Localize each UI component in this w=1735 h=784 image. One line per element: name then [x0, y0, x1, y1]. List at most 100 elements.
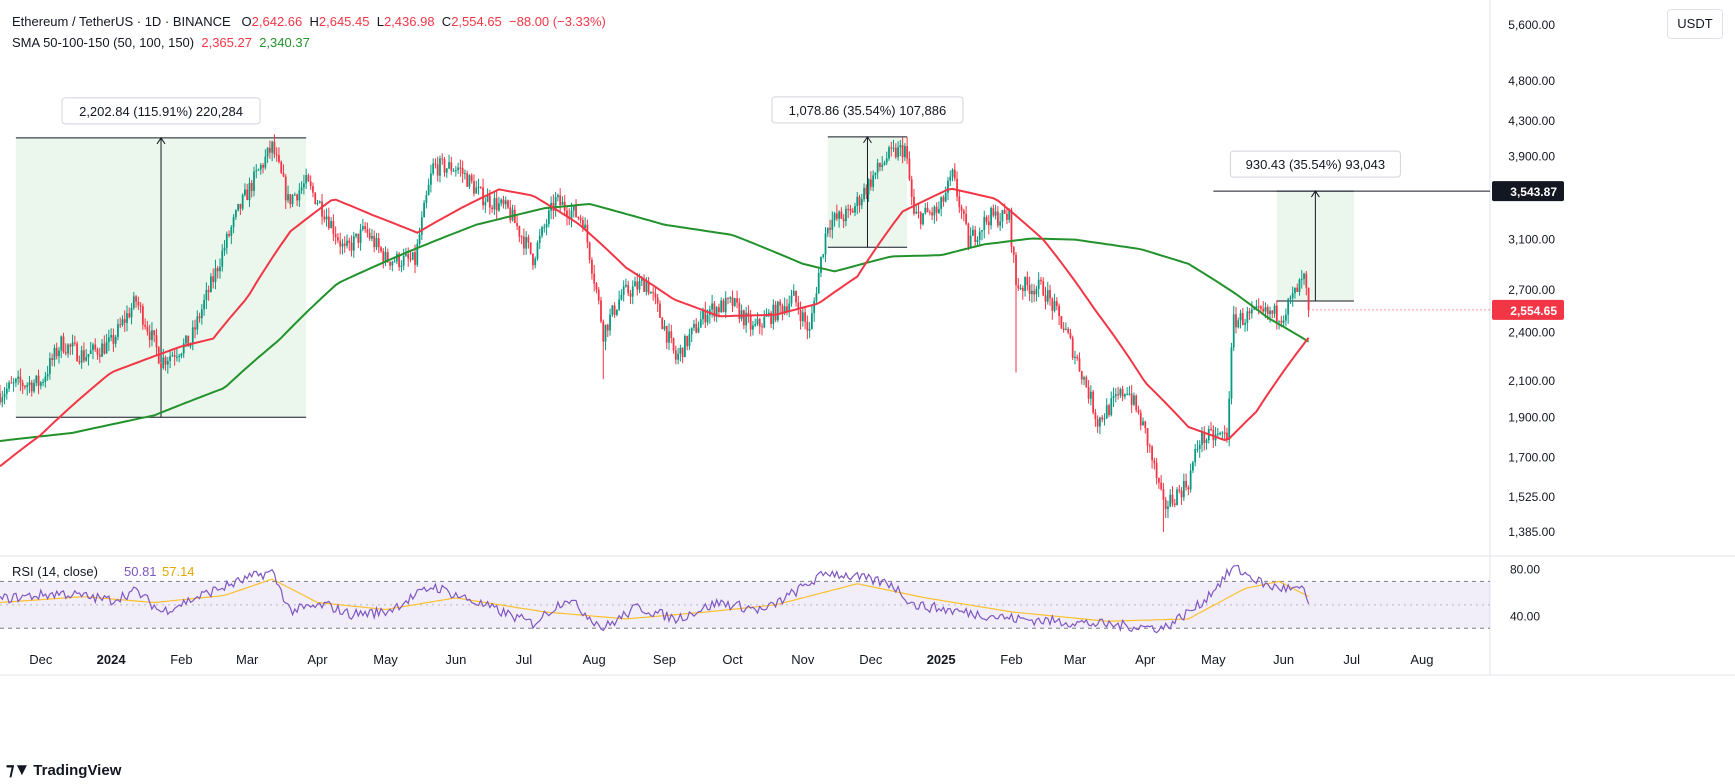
sma-legend[interactable]: SMA 50-100-150 (50, 100, 150) 2,365.27 2… — [12, 35, 310, 50]
time-tick-label: Jul — [1343, 652, 1360, 667]
candle-body — [749, 316, 752, 330]
candle-body — [1216, 433, 1219, 435]
candle-body — [776, 301, 779, 321]
candle-body — [928, 212, 931, 214]
candle-body — [89, 350, 92, 354]
time-tick-label: Mar — [236, 652, 259, 667]
candle-body — [761, 326, 763, 328]
candle-body — [1271, 310, 1274, 314]
candle-body — [899, 145, 902, 148]
time-tick-label: Aug — [583, 652, 606, 667]
candle-body — [39, 382, 42, 386]
candle-body — [527, 237, 530, 243]
candle-body — [475, 187, 478, 194]
measure-arrow-head-2 — [863, 135, 872, 144]
candle-body — [37, 375, 40, 386]
candle-body — [938, 208, 940, 213]
candle-body — [595, 283, 598, 290]
candle-body — [645, 281, 648, 292]
candle-body — [1280, 320, 1283, 323]
candle-body — [493, 198, 496, 210]
candle-body — [427, 184, 430, 196]
candle-body — [566, 210, 568, 217]
candle-body — [1058, 305, 1061, 317]
candle-body — [343, 243, 346, 246]
candle-body — [822, 254, 825, 257]
candle-body — [779, 301, 782, 306]
rsi-ma-line — [0, 578, 1309, 622]
candle-body — [155, 335, 158, 348]
candle-body — [697, 327, 700, 333]
candle-body — [1228, 398, 1231, 440]
candle-body — [185, 335, 187, 344]
candle-body — [87, 353, 90, 358]
time-tick-label: Aug — [1410, 652, 1433, 667]
candle-body — [1003, 210, 1006, 214]
candle-body — [1137, 410, 1140, 413]
candle-body — [332, 221, 335, 235]
candle-body — [620, 294, 623, 300]
candle-body — [1260, 306, 1262, 309]
candle-body — [232, 217, 235, 228]
candle-body — [484, 202, 487, 206]
candle-body — [695, 323, 698, 333]
candle-body — [1210, 428, 1212, 430]
candle-body — [613, 305, 616, 315]
candle-body — [337, 237, 339, 241]
candle-body — [536, 242, 539, 259]
tradingview-brand[interactable]: ⁊▼ TradingView — [6, 760, 121, 780]
candle-body — [876, 162, 879, 173]
candle-body — [849, 209, 852, 211]
candle-body — [790, 295, 793, 304]
candle-body — [119, 324, 122, 326]
candle-body — [674, 350, 677, 360]
candle-body — [922, 213, 924, 225]
rsi-legend-value: 50.81 — [124, 564, 157, 579]
candle-body — [956, 178, 958, 197]
candle-body — [516, 223, 518, 227]
candle-body — [1303, 273, 1305, 279]
candle-body — [987, 221, 990, 226]
candle-body — [1180, 490, 1183, 498]
candle-body — [699, 319, 702, 328]
measure-arrow-head-1 — [156, 137, 166, 145]
candle-body — [1226, 432, 1228, 440]
candle-body — [55, 348, 58, 357]
candle-body — [10, 382, 13, 384]
candle-body — [1074, 356, 1076, 358]
candle-body — [429, 173, 432, 185]
candle-body — [141, 306, 144, 325]
candle-body — [978, 231, 981, 240]
candle-body — [434, 163, 437, 165]
currency-selector[interactable]: USDT — [1667, 9, 1723, 39]
candle-body — [216, 268, 219, 272]
candle-body — [649, 292, 652, 294]
candle-body — [214, 268, 217, 283]
high-label: H — [309, 14, 319, 29]
time-tick-label: Feb — [1000, 652, 1022, 667]
candle-body — [1012, 246, 1015, 255]
candle-body — [302, 183, 305, 188]
candle-body — [829, 227, 831, 230]
candle-body — [78, 361, 81, 363]
candle-body — [1139, 412, 1142, 426]
candle-body — [259, 165, 262, 170]
sma-slow-line — [0, 202, 1310, 442]
symbol-title[interactable]: Ethereum / TetherUS · 1D · BINANCE — [12, 14, 231, 29]
candle-body — [382, 251, 385, 263]
candle-body — [268, 147, 271, 153]
candle-body — [495, 198, 498, 211]
time-tick-label: Jun — [1273, 652, 1294, 667]
candle-body — [976, 239, 979, 242]
candle-body — [584, 224, 587, 229]
candle-body — [754, 324, 757, 326]
candle-body — [1085, 377, 1088, 388]
candle-body — [459, 167, 462, 169]
candle-body — [148, 331, 151, 341]
price-tick-label: 3,900.00 — [1508, 149, 1555, 163]
candle-body — [1044, 295, 1047, 302]
candle-body — [1046, 290, 1049, 302]
candle-body — [940, 197, 943, 209]
candle-body — [151, 330, 153, 341]
